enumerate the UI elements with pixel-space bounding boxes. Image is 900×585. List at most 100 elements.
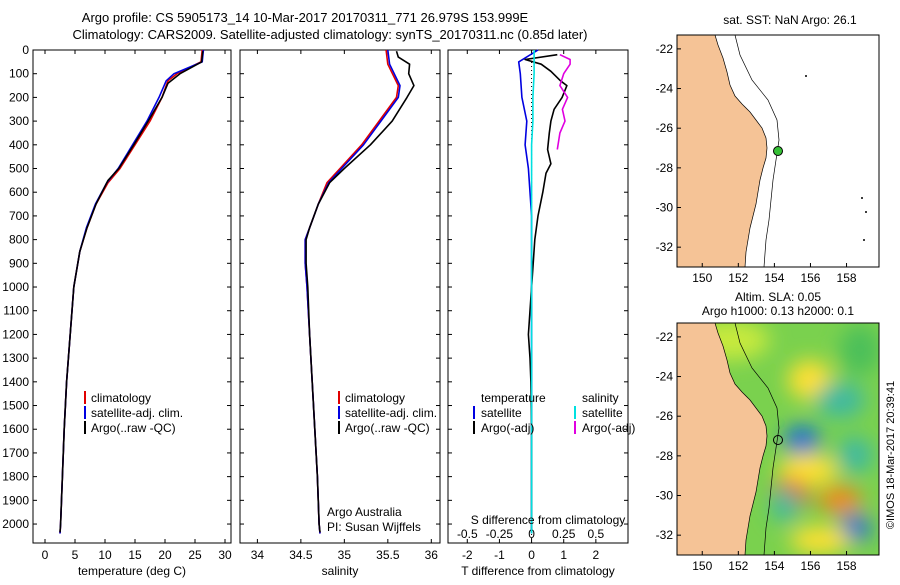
sla-blob (790, 526, 850, 554)
legend-label-argo: Argo(..raw -QC) (91, 421, 176, 435)
x-tick-label: 0 (528, 548, 535, 562)
y-tick-label: 1800 (2, 470, 29, 484)
map-y-tick-label: -22 (656, 42, 674, 56)
salinity-plot-frame (239, 49, 441, 544)
y-tick-label: 1100 (3, 304, 29, 318)
legend-label-sal-satellite: satellite (582, 406, 623, 420)
legend-title-salinity: salinity (582, 391, 619, 405)
sla-blob (815, 382, 865, 418)
y-tick-label: 200 (9, 90, 29, 104)
map-x-tick-label: 152 (728, 559, 748, 573)
x-tick-label: 34 (251, 548, 265, 562)
series-line-satellite-adj-clim- (59, 49, 205, 534)
map-x-tick-label: 156 (800, 559, 820, 573)
title-line-1: Argo profile: CS 5905173_14 10-Mar-2017 … (82, 10, 529, 25)
map-y-tick-label: -24 (656, 370, 674, 384)
sst-map-title: sat. SST: NaN Argo: 26.1 (723, 13, 857, 27)
y-tick-label: 1200 (2, 327, 29, 341)
argo-float-marker (773, 435, 783, 445)
y-tick-label: 1900 (2, 493, 29, 507)
difference-legend: temperature satellite Argo(-adj) salinit… (473, 391, 635, 435)
map-y-tick-label: -32 (656, 528, 674, 542)
sla-map-frame (676, 322, 880, 556)
legend-label-climatology: climatology (345, 391, 405, 405)
y-tick-label: 600 (9, 185, 29, 199)
series-line-temperature-satellite (517, 49, 539, 534)
sla-map-axes: 150 152 154 156 158 -22 -24 -26 -28 -30 -32 (656, 330, 857, 573)
legend-title-temperature: temperature (481, 391, 546, 405)
x-tick-label: 0 (42, 548, 49, 562)
annotation-argo-australia: Argo Australia (327, 505, 402, 519)
y-tick-label: 100 (9, 67, 29, 81)
map-y-tick-label: -30 (656, 201, 674, 215)
legend-label-temp-satellite: satellite (481, 406, 522, 420)
y-tick-label: 0 (22, 43, 29, 57)
sla-map-title-2: Argo h1000: 0.13 h2000: 0.1 (702, 304, 854, 318)
sst-map-land (677, 35, 768, 267)
x-tick-label: 34.5 (289, 548, 313, 562)
legend-label-climatology: climatology (91, 391, 151, 405)
series-line-temperature-argo-adj- (524, 53, 568, 533)
temperature-legend: climatology satellite-adj. clim. Argo(..… (84, 391, 183, 435)
temperature-axis-label: temperature (deg C) (78, 564, 186, 578)
x-tick-label: 20 (158, 548, 172, 562)
x-tick-label: 1 (560, 548, 567, 562)
y-tick-label: 1700 (2, 446, 29, 460)
y-tick-label: 1300 (2, 351, 29, 365)
sla-blob (778, 454, 838, 486)
sla-blob (818, 486, 862, 514)
map-x-tick-label: 154 (764, 271, 784, 285)
island-dot (805, 75, 807, 77)
map-y-tick-label: -22 (656, 330, 674, 344)
map-y-tick-label: -26 (656, 409, 674, 423)
series-line-argo-raw-qc- (59, 51, 204, 533)
x-tick-label: 36 (425, 548, 439, 562)
x-tick-label: 35 (338, 548, 352, 562)
series-line-satellite-adj-clim- (304, 49, 401, 534)
argo-float-marker (773, 146, 783, 156)
map-x-tick-label: 158 (837, 271, 857, 285)
y-tick-label: 1400 (2, 375, 29, 389)
map-y-tick-label: -24 (656, 82, 674, 96)
legend-label-argo: Argo(..raw -QC) (345, 421, 430, 435)
x-tick-label: -2 (462, 548, 473, 562)
x-tick-label: 2 (593, 548, 600, 562)
sla-map (677, 323, 879, 555)
map-x-tick-label: 154 (764, 559, 784, 573)
title-line-2: Climatology: CARS2009. Satellite-adjuste… (73, 27, 588, 42)
sla-map-isobath (734, 323, 780, 555)
island-dot (863, 239, 865, 241)
sla-blob (840, 325, 879, 375)
y-tick-label: 500 (9, 162, 29, 176)
sst-map-frame (676, 34, 880, 268)
legend-label-sal-argo: Argo(-adj) (582, 421, 635, 435)
map-y-tick-label: -28 (656, 161, 674, 175)
map-x-tick-label: 156 (800, 271, 820, 285)
salinity-difference-axis-label: S difference from climatology (471, 513, 626, 527)
map-x-tick-label: 150 (692, 271, 712, 285)
temperature-panel: 0100200300400500600700800900100011001200… (2, 43, 232, 562)
island-dot (861, 197, 863, 199)
map-y-tick-label: -26 (656, 121, 674, 135)
s-x-tick-label: 0.25 (552, 527, 576, 541)
sla-map-land (677, 323, 768, 555)
y-tick-label: 2000 (2, 517, 29, 531)
x-tick-label: 30 (218, 548, 232, 562)
map-y-tick-label: -30 (656, 489, 674, 503)
series-line-salinity-satellite (530, 50, 535, 534)
s-x-tick-label: -0.5 (457, 527, 478, 541)
map-y-tick-label: -32 (656, 240, 674, 254)
annotation-pi: PI: Susan Wijffels (327, 520, 421, 534)
temperature-plot-frame (32, 49, 232, 544)
y-tick-label: 900 (9, 256, 29, 270)
series-line-argo-raw-qc- (305, 50, 415, 533)
map-x-tick-label: 152 (728, 271, 748, 285)
x-tick-label: 5 (72, 548, 79, 562)
island-dot (865, 211, 867, 213)
sst-map-axes: 150 152 154 156 158 -22 -24 -26 -28 -30 -32 (656, 42, 857, 285)
sla-blob (784, 425, 820, 455)
x-tick-label: 10 (98, 548, 112, 562)
difference-axis-label: T difference from climatology (461, 564, 615, 578)
salinity-axis-label: salinity (322, 564, 359, 578)
